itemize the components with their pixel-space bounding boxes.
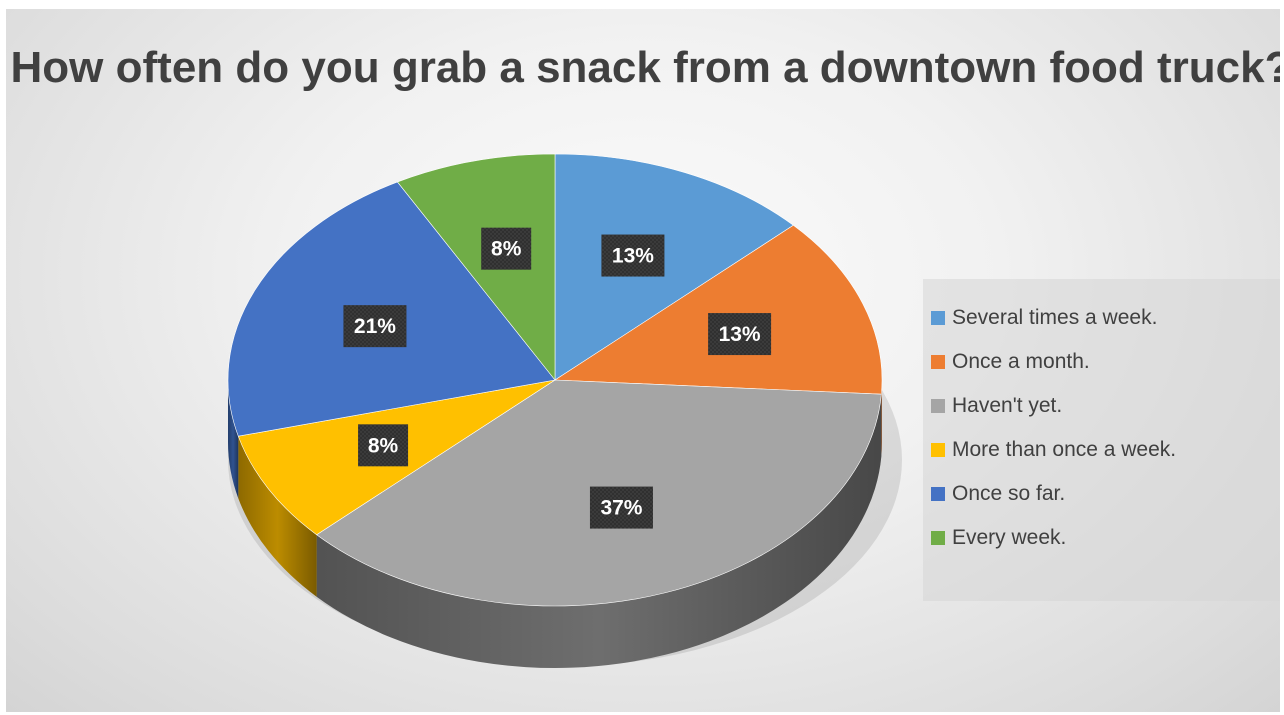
pie-slice	[396, 153, 556, 381]
pie-slice-side-shading	[238, 436, 317, 597]
legend-label: Once so far.	[952, 482, 1066, 505]
legend-label: More than once a week.	[952, 438, 1177, 461]
legend-swatch	[931, 531, 945, 545]
legend-item: Once so far.	[931, 477, 1065, 511]
legend-swatch	[931, 355, 945, 369]
legend-label: Every week.	[952, 526, 1067, 549]
data-label: 8%	[368, 434, 399, 457]
chart-area: How often do you grab a snack from a dow…	[6, 9, 1280, 712]
legend-item: Haven't yet.	[931, 389, 1062, 423]
data-label-box	[481, 227, 532, 270]
legend-item: Every week.	[931, 521, 1066, 555]
data-label: 37%	[600, 497, 642, 520]
chart-title: How often do you grab a snack from a dow…	[10, 43, 1280, 92]
data-label: 21%	[354, 315, 396, 338]
legend-swatch	[931, 399, 945, 413]
legend-item: Once a month.	[931, 345, 1090, 379]
data-label: 8%	[491, 238, 522, 261]
pie-slice-side-shading	[316, 394, 882, 669]
data-label: 13%	[719, 323, 761, 346]
pie-chart: 13% 13% 37% 8% 21% 8%	[227, 153, 902, 669]
legend-item: Several times a week.	[931, 301, 1157, 335]
legend-swatch	[931, 487, 945, 501]
pie-slice-side-shading	[881, 380, 883, 457]
legend-swatch	[931, 443, 945, 457]
legend-item: More than once a week.	[931, 433, 1176, 467]
legend: Several times a week. Once a month. Haven'…	[923, 279, 1280, 601]
legend-label: Several times a week.	[952, 306, 1158, 329]
data-label: 13%	[612, 245, 654, 268]
legend-swatch	[931, 311, 945, 325]
data-label-box	[358, 424, 409, 467]
data-label-box	[601, 234, 665, 277]
data-label-box	[343, 305, 407, 348]
legend-label: Once a month.	[952, 350, 1090, 373]
legend-label: Haven't yet.	[952, 394, 1063, 417]
pie-slice	[554, 224, 883, 395]
data-label-box	[708, 313, 772, 356]
data-label-box	[589, 486, 653, 529]
pie-slice	[554, 153, 794, 381]
